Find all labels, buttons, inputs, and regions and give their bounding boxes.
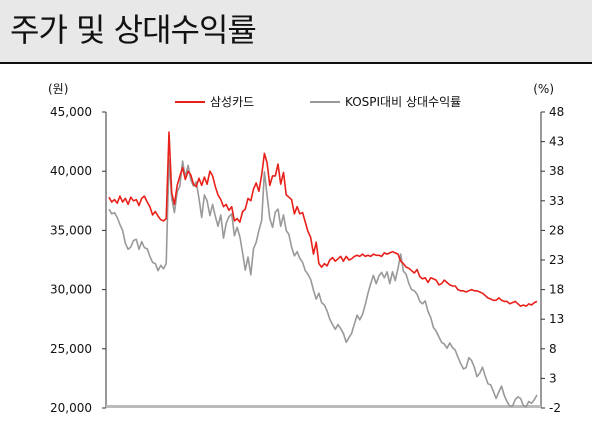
left-axis-label: (원): [48, 82, 68, 96]
right-tick-label: 13: [549, 312, 564, 326]
legend-label-price: 삼성카드: [210, 95, 254, 109]
right-tick-label: 33: [549, 194, 564, 208]
right-tick-label: 23: [549, 253, 564, 267]
right-ticks: 48 43 38 33 28 23 18 13 8 3 -2: [541, 105, 564, 415]
left-ticks: 45,000 40,000 35,000 30,000 25,000 20,000: [50, 105, 106, 415]
left-tick-label: 45,000: [50, 105, 92, 119]
left-tick-label: 25,000: [50, 342, 92, 356]
page-title-bar: 주가 및 상대수익률: [0, 0, 592, 64]
right-axis-label: (%): [533, 82, 554, 96]
axis-frame: [105, 112, 542, 408]
right-tick-label: -2: [549, 401, 561, 415]
series-line-relative-return: [108, 158, 538, 408]
right-tick-label: 3: [549, 371, 557, 385]
left-tick-label: 40,000: [50, 164, 92, 178]
legend-label-relative: KOSPI대비 상대수익률: [345, 95, 461, 109]
left-tick-label: 20,000: [50, 401, 92, 415]
left-tick-label: 35,000: [50, 223, 92, 237]
right-tick-label: 18: [549, 283, 564, 297]
right-tick-label: 48: [549, 105, 564, 119]
right-tick-label: 38: [549, 164, 564, 178]
page-title: 주가 및 상대수익률: [10, 11, 257, 49]
right-tick-label: 8: [549, 342, 557, 356]
right-tick-label: 28: [549, 223, 564, 237]
right-tick-label: 43: [549, 135, 564, 149]
plot-area: [106, 131, 541, 408]
left-tick-label: 30,000: [50, 283, 92, 297]
series-line-stock-price: [108, 131, 538, 308]
